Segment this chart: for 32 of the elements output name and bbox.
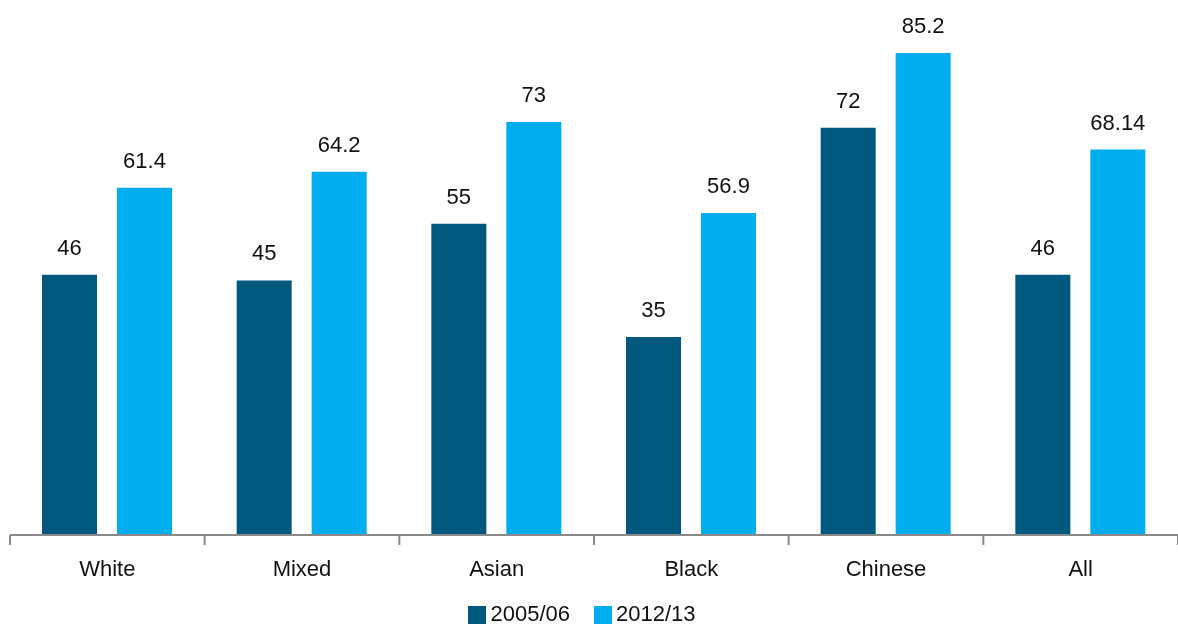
x-tick-label: White [79,556,136,581]
x-tick-label: Chinese [845,556,927,581]
x-tick-label: All [1068,556,1093,581]
bar [1090,149,1146,535]
bar [311,171,367,535]
x-tick-label: Asian [469,556,525,581]
bar [117,187,172,535]
bar [626,337,681,535]
bar [895,53,951,535]
bar [701,213,756,535]
x-tick-label: Mixed [272,556,332,581]
bar [506,122,562,535]
data-label: 68.14 [1090,109,1146,135]
data-label: 46 [1030,234,1056,260]
bar [431,223,487,535]
data-label: 46 [57,234,82,260]
x-tick-label: Black [664,556,720,581]
bar [42,274,97,535]
legend-label: 2012/13 [616,601,696,626]
legend-label: 2005/06 [490,601,570,626]
data-label: 35 [641,297,666,322]
data-label: 45 [251,240,277,266]
bar [1015,274,1071,535]
data-label: 56.9 [707,173,750,199]
data-label: 55 [446,183,472,209]
data-label: 61.4 [123,147,166,173]
data-label: 64.2 [317,131,361,157]
data-label: 85.2 [901,13,945,38]
data-label: 73 [521,82,547,108]
bar [236,280,292,535]
data-label: 72 [835,87,861,113]
bar [820,127,876,535]
